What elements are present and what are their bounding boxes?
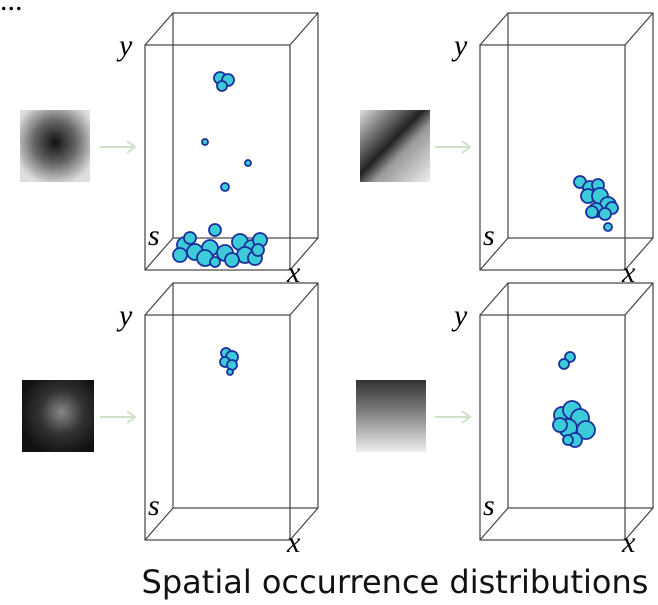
box-back: [173, 13, 318, 238]
box-edge: [145, 283, 173, 315]
occurrence-dot: [173, 248, 187, 262]
box-back: [508, 13, 653, 238]
box-front: [145, 315, 290, 540]
axis-label-s: s: [148, 219, 160, 252]
occurrence-dot: [210, 257, 220, 267]
box-edge: [480, 283, 508, 315]
occurrence-dot: [599, 208, 611, 220]
axis-label-s: s: [483, 219, 495, 252]
box-front: [480, 315, 625, 540]
occurrence-dot: [202, 139, 208, 145]
occurrence-dot: [586, 206, 598, 218]
axis-label-y: y: [451, 299, 468, 332]
occurrence-dot: [209, 224, 221, 236]
occurrence-dot: [217, 81, 227, 91]
occurrence-dot: [184, 232, 196, 244]
thumbnail: [360, 110, 430, 182]
thumbnail: [20, 110, 90, 182]
occurrence-dot: [604, 223, 612, 231]
box-edge: [290, 13, 318, 45]
occurrence-dot: [225, 253, 239, 267]
axis-label-s: s: [148, 489, 160, 522]
occurrence-dot: [553, 418, 567, 432]
axis-label-x: x: [621, 256, 636, 289]
box-edge: [625, 13, 653, 45]
caption: Spatial occurrence distributions: [142, 563, 649, 601]
thumbnail: [22, 380, 94, 452]
axis-label-x: x: [286, 256, 301, 289]
box-back: [508, 283, 653, 508]
occurrence-dot: [563, 435, 573, 445]
thumbnail: [356, 380, 426, 452]
axis-label-y: y: [116, 299, 133, 332]
occurrence-dot: [559, 359, 569, 369]
box-back: [173, 283, 318, 508]
occurrence-dot: [245, 160, 251, 166]
occurrence-dot: [221, 183, 229, 191]
box-edge: [480, 13, 508, 45]
axis-label-s: s: [483, 489, 495, 522]
box-front: [480, 45, 625, 270]
header: ...: [0, 0, 23, 17]
figure: ... Spatial occurrence distributions y s x…: [0, 0, 658, 605]
occurrence-dot: [227, 369, 233, 375]
box-edge: [145, 13, 173, 45]
axis-label-y: y: [116, 29, 133, 62]
occurrence-dot: [252, 244, 264, 256]
axis-label-x: x: [286, 526, 301, 559]
axis-label-x: x: [621, 526, 636, 559]
axis-label-y: y: [451, 29, 468, 62]
